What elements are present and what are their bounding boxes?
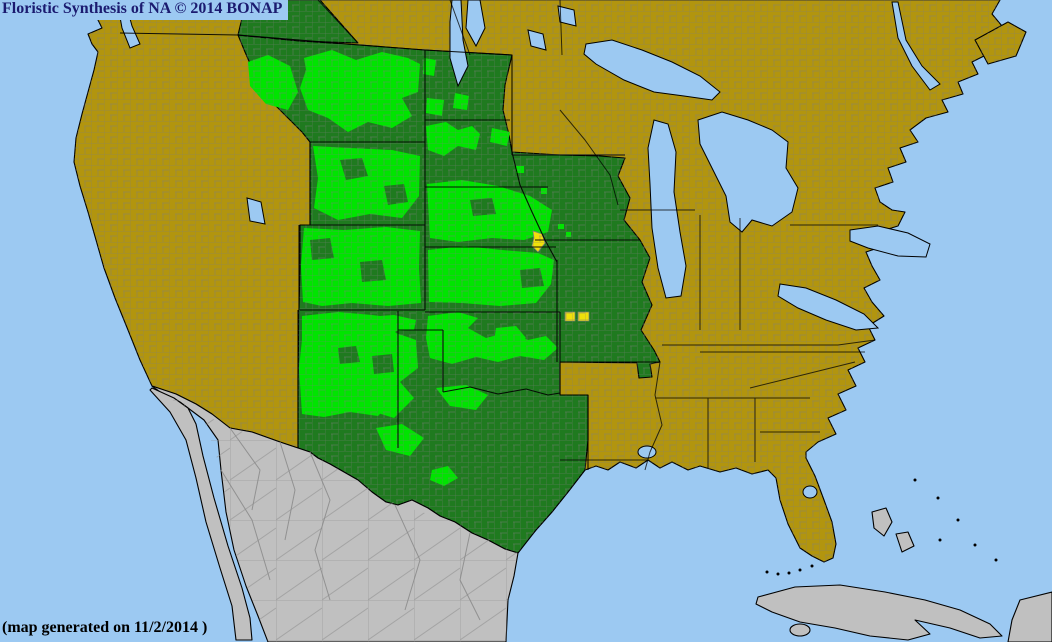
eastern-state-borders bbox=[559, 109, 878, 471]
nova-scotia bbox=[974, 21, 1027, 65]
lake-ontario bbox=[849, 225, 931, 258]
canada-province-borders bbox=[317, 0, 563, 56]
outside-coverage-areas bbox=[149, 385, 1052, 642]
lake-pontchartrain bbox=[637, 445, 657, 459]
canada-lake bbox=[557, 5, 577, 27]
lake-erie bbox=[777, 283, 880, 331]
cuba bbox=[755, 584, 1003, 641]
map-generated-note: (map generated on 11/2/2014 ) bbox=[0, 618, 216, 640]
borders bbox=[119, 0, 878, 471]
baja-california bbox=[149, 387, 253, 641]
hispaniola-corner bbox=[1007, 591, 1052, 642]
florida-keys bbox=[765, 564, 814, 576]
lake-winnipeg bbox=[465, 0, 486, 48]
st-lawrence-river bbox=[891, 1, 941, 91]
bahamas-island bbox=[895, 531, 915, 553]
lake-superior bbox=[583, 39, 721, 101]
bahamas-andros bbox=[871, 507, 893, 537]
great-salt-lake bbox=[246, 197, 266, 225]
isla-de-la-juventud bbox=[789, 623, 811, 637]
plains-state-borders bbox=[297, 50, 660, 470]
lake-of-the-woods bbox=[527, 29, 547, 51]
lake-michigan bbox=[647, 119, 687, 299]
map-title: Floristic Synthesis of NA © 2014 BONAP bbox=[0, 0, 289, 20]
lake-manitoba bbox=[449, 0, 469, 88]
us-canada-border bbox=[119, 32, 513, 56]
lake-huron bbox=[697, 111, 799, 233]
bahamas-cays bbox=[913, 478, 998, 562]
lake-okeechobee bbox=[802, 485, 818, 499]
